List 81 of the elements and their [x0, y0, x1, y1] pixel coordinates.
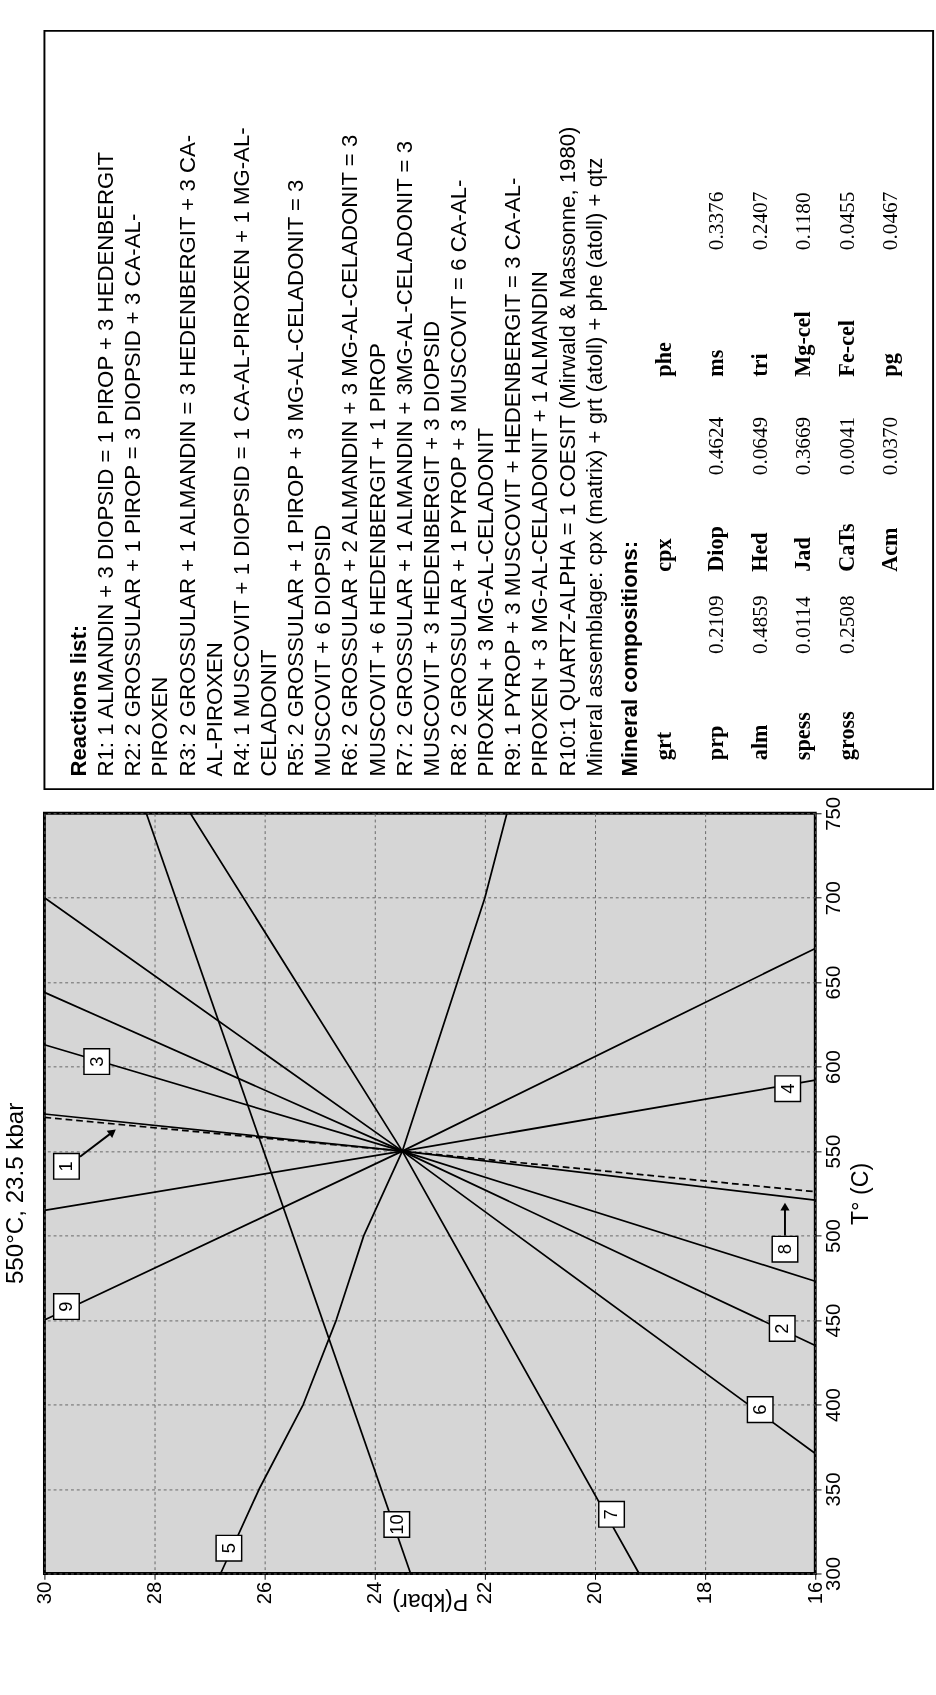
text: ms	[703, 349, 729, 377]
text: pg	[877, 353, 903, 377]
y-tick-label: 550	[821, 1134, 844, 1169]
y-tick-label: 750	[821, 796, 844, 831]
x-tick-label: 30	[32, 1581, 55, 1605]
text: 0.2508	[834, 595, 859, 654]
text: alm	[746, 724, 772, 761]
text: MUSCOVIT + 3 HEDENBERGIT + 3 DIOPSID	[418, 320, 444, 777]
text: R10:1 QUARTZ-ALPHA = 1 COESIT (Mirwald & Massonne, 1980)	[554, 126, 580, 777]
y-tick-label: 650	[821, 965, 844, 1000]
text: MUSCOVIT + 6 HEDENBERGIT + 1 PIROP	[364, 343, 390, 777]
annotation: 10	[385, 1514, 407, 1535]
x-axis-title: P(kbar)	[392, 1588, 469, 1615]
text: grt	[651, 731, 677, 761]
y-tick-label: 500	[821, 1219, 844, 1254]
y-axis-title: T° (C)	[846, 1162, 873, 1225]
text: spess	[790, 712, 816, 761]
y-tick-label: 400	[821, 1388, 844, 1422]
annotation: 1	[55, 1161, 77, 1172]
text: 0.0370	[878, 416, 903, 476]
text: cpx	[651, 538, 677, 572]
annotation: 4	[776, 1083, 798, 1094]
y-tick-label: 450	[821, 1303, 844, 1338]
text: 0.0041	[834, 416, 859, 476]
text: R3: 2 GROSSULAR + 1 ALMANDIN = 3 HEDENBERGIT + 3 CA-	[174, 134, 200, 777]
annotation: 9	[55, 1301, 77, 1312]
text: 0.0467	[878, 191, 903, 251]
text: prp	[703, 725, 729, 761]
text: R1: 1 ALMANDIN + 3 DIOPSID = 1 PIROP + 3 HEDENBERGIT	[93, 151, 119, 777]
text: 0.4859	[747, 595, 772, 654]
text: PIROXEN + 3 MG-AL-CELADONIT	[473, 427, 499, 777]
annotation: 2	[771, 1323, 793, 1334]
text: 0.3376	[704, 191, 729, 251]
text: tri	[746, 353, 772, 377]
x-tick-label: 18	[693, 1581, 716, 1605]
text: R4: 1 MUSCOVIT + 1 DIOPSID = 1 CA-AL-PIROXEN + 1 MG-AL-	[228, 127, 254, 777]
text: Diop	[703, 526, 729, 572]
text: 0.2109	[704, 595, 729, 654]
text: R7: 2 GROSSULAR + 1 ALMANDIN + 3MG-AL-CELADONIT = 3	[391, 140, 417, 777]
text: Reactions list:	[65, 624, 91, 777]
x-tick-label: 24	[363, 1581, 386, 1605]
text: 0.0649	[747, 416, 772, 476]
x-tick-label: 20	[583, 1581, 606, 1605]
text: MUSCOVIT + 6 DIOPSID	[310, 524, 336, 777]
annotation: 8	[773, 1244, 795, 1255]
text: R8: 2 GROSSULAR + 1 PYROP + 3 MUSCOVIT = 6 CA-AL-	[445, 179, 471, 777]
text: 0.3669	[791, 416, 816, 476]
text: R5: 2 GROSSULAR + 1 PIROP + 3 MG-AL-CELADONIT = 3	[283, 179, 309, 777]
text: CaTs	[833, 523, 859, 572]
text: R2: 2 GROSSULAR + 1 PIROP = 3 DIOPSID + 3 CA-AL-	[120, 213, 146, 777]
text: Fe-cel	[833, 319, 859, 377]
text: 0.1180	[791, 192, 816, 251]
annotation: 6	[748, 1404, 770, 1415]
text: PIROXEN	[147, 676, 173, 777]
text: Jad	[790, 537, 816, 572]
annotation: 5	[217, 1543, 239, 1554]
text: phe	[651, 342, 677, 377]
text: PIROXEN + 3 MG-AL-CELADONIT + 1 ALMANDIN	[527, 271, 553, 777]
annotation: 3	[85, 1056, 107, 1067]
x-tick-label: 28	[142, 1581, 165, 1605]
text: AL-PIROXEN	[201, 642, 227, 777]
text: Acm	[877, 527, 903, 572]
text: 550°C, 23.5 kbar	[1, 1102, 29, 1285]
text: R9: 1 PYROP + 3 MUSCOVIT + HEDENBERGIT = 3 CA-AL-	[500, 177, 526, 777]
text: Mg-cel	[790, 311, 816, 377]
x-tick-label: 22	[473, 1581, 496, 1605]
text: 0.2407	[747, 191, 772, 251]
text: gross	[833, 711, 859, 761]
text: 0.4624	[704, 416, 729, 476]
text: CELADONIT	[255, 649, 281, 777]
y-tick-label: 350	[821, 1472, 844, 1507]
text: 0.0455	[834, 191, 859, 251]
y-tick-label: 600	[821, 1050, 844, 1085]
text: Mineral assemblage: cpx (matrix) + grt (atoll) + phe (atoll) + qtz	[581, 157, 607, 777]
text: R6: 2 GROSSULAR + 2 ALMANDIN + 3 MG-AL-CELADONIT = 3	[337, 134, 363, 777]
annotation: 7	[600, 1509, 622, 1520]
x-tick-label: 26	[252, 1581, 275, 1605]
y-tick-label: 700	[821, 881, 844, 916]
text: 0.0114	[791, 596, 816, 654]
text: Hed	[746, 532, 772, 572]
text: Mineral compositions:	[616, 540, 642, 777]
